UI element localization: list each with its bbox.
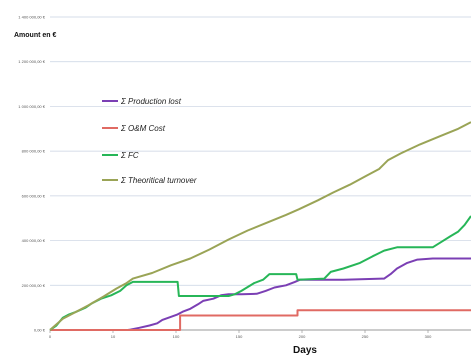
legend-label: Σ O&M Cost [120, 124, 166, 133]
x-tick-label: 200 [299, 334, 306, 339]
gridlines [50, 16, 471, 286]
x-tick-label: 150 [236, 334, 243, 339]
y-axis-ticks: 0,00 € 200 000,00 € 400 000,00 € 600 000,00… [18, 15, 45, 333]
series-line [49, 215, 471, 331]
series-line [50, 309, 471, 331]
y-tick-label: 1 400 000,00 € [18, 15, 45, 20]
x-tick-label: 10 [111, 334, 116, 339]
legend: Σ Production lost Σ O&M Cost Σ FC Σ Theorit… [102, 97, 197, 185]
y-axis-label: Amount en € [14, 32, 56, 39]
legend-label: Σ Production lost [120, 97, 182, 106]
y-tick-label: 400 000,00 € [22, 238, 46, 243]
x-axis-ticks: 0 10 100 150 200 250 300 [49, 330, 432, 339]
y-tick-label: 600 000,00 € [22, 193, 46, 198]
series-line [49, 121, 471, 331]
y-tick-label: 1 200 000,00 € [18, 59, 45, 64]
y-tick-label: 800 000,00 € [22, 149, 46, 154]
x-axis-label: Days [293, 345, 317, 356]
y-tick-label: 200 000,00 € [22, 283, 46, 288]
x-tick-label: 100 [173, 334, 180, 339]
legend-label: Σ Theoritical turnover [120, 176, 197, 185]
y-tick-label: 1 000 000,00 € [18, 104, 45, 109]
series-lines [49, 121, 471, 331]
y-tick-label: 0,00 € [34, 328, 46, 333]
x-tick-label: 250 [362, 334, 369, 339]
legend-label: Σ FC [120, 151, 139, 160]
x-tick-label: 300 [425, 334, 432, 339]
x-tick-label: 0 [49, 334, 52, 339]
